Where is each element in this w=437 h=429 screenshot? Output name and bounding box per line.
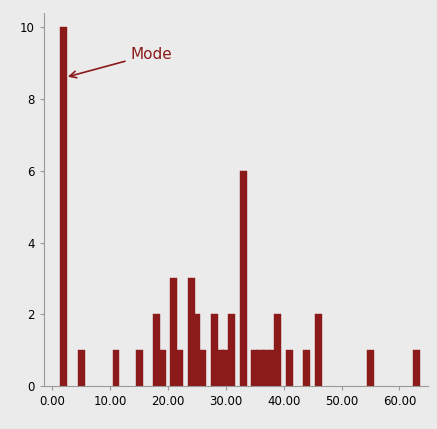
Bar bbox=[240, 171, 246, 386]
Bar bbox=[217, 350, 224, 386]
Bar bbox=[112, 350, 119, 386]
Bar bbox=[251, 350, 258, 386]
Bar bbox=[188, 278, 194, 386]
Bar bbox=[286, 350, 293, 386]
Bar bbox=[413, 350, 420, 386]
Bar bbox=[199, 350, 206, 386]
Bar bbox=[228, 314, 235, 386]
Bar bbox=[274, 314, 281, 386]
Bar bbox=[257, 350, 264, 386]
Bar bbox=[153, 314, 160, 386]
Bar bbox=[263, 350, 270, 386]
Bar bbox=[315, 314, 322, 386]
Bar bbox=[367, 350, 374, 386]
Text: Mode: Mode bbox=[69, 47, 172, 78]
Bar bbox=[211, 314, 218, 386]
Bar bbox=[194, 314, 201, 386]
Bar bbox=[222, 350, 229, 386]
Bar bbox=[170, 278, 177, 386]
Bar bbox=[269, 350, 276, 386]
Bar bbox=[60, 27, 67, 386]
Bar bbox=[303, 350, 310, 386]
Bar bbox=[78, 350, 85, 386]
Bar bbox=[176, 350, 183, 386]
Bar bbox=[159, 350, 166, 386]
Bar bbox=[135, 350, 142, 386]
